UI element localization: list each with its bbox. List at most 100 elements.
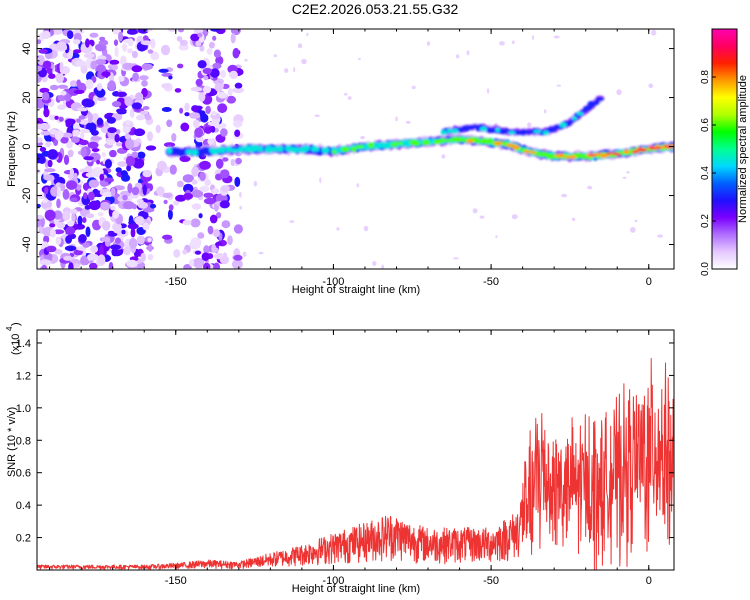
heatmap-noise-cell — [176, 180, 184, 188]
heatmap-noise-cell — [411, 85, 416, 90]
heatmap-noise-cell — [381, 264, 385, 269]
heatmap-ridge-cell — [341, 146, 350, 153]
heatmap-noise-cell — [167, 29, 177, 32]
heatmap-noise-cell — [141, 80, 148, 87]
heatmap-noise-cell — [43, 235, 50, 244]
heatmap-noise-cell — [39, 87, 50, 94]
heatmap-noise-cell — [168, 75, 173, 80]
heatmap-noise-cell — [122, 43, 128, 52]
heatmap-ridge-cell — [648, 146, 655, 150]
heatmap-ridge-cell — [276, 145, 284, 152]
snr-y-axis: 0.2 0.4 0.6 0.8 1.0 1.2 1.4 — [16, 338, 674, 545]
heatmap-noise-cell — [195, 40, 202, 47]
colorbar-label: Normalized spectral amplitude — [737, 75, 749, 223]
heatmap-noise-cell — [197, 32, 203, 38]
heatmap-noise-cell — [49, 129, 58, 135]
heatmap-noise-cell — [214, 252, 224, 260]
heatmap-noise-cell — [183, 183, 194, 194]
heatmap-noise-cell — [46, 67, 53, 74]
colorbar-ticks: 0.0 0.2 0.4 0.6 0.8 — [700, 70, 716, 276]
heatmap-noise-cell — [109, 149, 117, 158]
heatmap-noise-cell — [211, 243, 217, 254]
heatmap-noise-cell — [121, 174, 131, 182]
heatmap-noise-cell — [587, 185, 593, 190]
heatmap-noise-cell — [42, 60, 52, 70]
heatmap-ridge-cell — [511, 145, 520, 150]
heatmap-noise-cell — [213, 228, 221, 238]
heatmap-noise-cell — [71, 136, 80, 144]
heatmap-noise-cell — [118, 31, 123, 42]
heatmap-noise-cell — [201, 252, 210, 261]
heatmap-noise-cell — [142, 222, 150, 231]
heatmap-noise-cell — [38, 155, 46, 164]
heatmap-noise-cell — [97, 212, 104, 217]
y-tick-label: 1.0 — [16, 403, 31, 415]
heatmap-noise-cell — [85, 79, 94, 90]
heatmap-noise-cell — [452, 257, 459, 260]
heatmap-noise-cell — [336, 227, 340, 231]
heatmap-noise-cell — [194, 127, 204, 138]
heatmap-noise-cell — [183, 193, 194, 200]
heatmap-noise-cell — [124, 96, 133, 107]
heatmap-noise-cell — [220, 185, 230, 192]
heatmap-noise-cell — [82, 242, 90, 248]
heatmap-noise-cell — [57, 104, 66, 110]
heatmap-ridge-cell — [314, 146, 320, 152]
heatmap-noise-cell — [64, 245, 77, 252]
heatmap-noise-cell — [38, 193, 46, 200]
heatmap-noise-cell — [466, 50, 470, 56]
heatmap-noise-cell — [55, 41, 67, 50]
heatmap-noise-cell — [88, 179, 100, 188]
heatmap-noise-cell — [82, 217, 87, 223]
heatmap-noise-cell — [222, 157, 229, 162]
heatmap-noise-cell — [47, 149, 59, 160]
heatmap-noise-cell — [90, 129, 99, 136]
heatmap-noise-cell — [132, 102, 142, 110]
heatmap-noise-cell — [215, 55, 224, 65]
heatmap-noise-cell — [142, 184, 147, 196]
heatmap-noise-cell — [232, 87, 244, 94]
heatmap-y-label: Frequency (Hz) — [6, 111, 18, 187]
heatmap-noise-cell — [85, 226, 91, 238]
heatmap-noise-cell — [226, 95, 236, 104]
heatmap-noise-cell — [293, 66, 296, 73]
heatmap-noise-cell — [44, 209, 56, 221]
snr-multiplier-close: ) — [10, 322, 22, 326]
heatmap-noise-cell — [131, 186, 140, 196]
heatmap-noise-cell — [99, 201, 111, 211]
heatmap-noise-cell — [37, 214, 44, 220]
heatmap-ridge-cell — [523, 150, 531, 154]
heatmap-noise-cell — [163, 199, 168, 205]
heatmap-noise-cell — [314, 114, 320, 117]
heatmap-noise-cell — [207, 138, 215, 145]
heatmap-noise-cell — [78, 139, 89, 146]
heatmap-panel: -150 -100 -50 0 -40 -20 0 20 40 Height of strai… — [6, 28, 675, 296]
heatmap-noise-cell — [113, 39, 119, 46]
heatmap-noise-cell — [126, 29, 138, 35]
heatmap-noise-cell — [107, 127, 117, 134]
heatmap-noise-cell — [127, 183, 133, 194]
heatmap-ridge-cell — [390, 141, 397, 148]
heatmap-noise-cell — [83, 99, 95, 108]
x-tick-label: 0 — [646, 276, 652, 288]
heatmap-noise-cell — [43, 107, 50, 118]
heatmap-noise-cell — [76, 79, 81, 87]
heatmap-noise-cell — [122, 194, 128, 201]
heatmap-noise-cell — [441, 154, 446, 159]
heatmap-noise-cell — [511, 214, 518, 220]
heatmap-noise-cell — [556, 84, 562, 87]
heatmap-y-axis: -40 -20 0 20 40 — [21, 35, 674, 270]
heatmap-noise-cell — [42, 91, 50, 101]
heatmap-noise-cell — [78, 234, 87, 243]
heatmap-noise-cell — [90, 136, 103, 141]
heatmap-noise-cell — [213, 262, 220, 269]
heatmap-noise-cell — [190, 86, 203, 92]
heatmap-noise-cell — [213, 187, 218, 193]
heatmap-noise-cell — [114, 133, 120, 143]
heatmap-noise-cell — [197, 60, 207, 69]
heatmap-noise-cell — [206, 48, 213, 55]
y-tick-label: 0.4 — [16, 500, 31, 512]
heatmap-noise-cell — [297, 43, 303, 49]
heatmap-noise-cell — [215, 241, 222, 246]
heatmap-noise-cell — [211, 111, 218, 116]
